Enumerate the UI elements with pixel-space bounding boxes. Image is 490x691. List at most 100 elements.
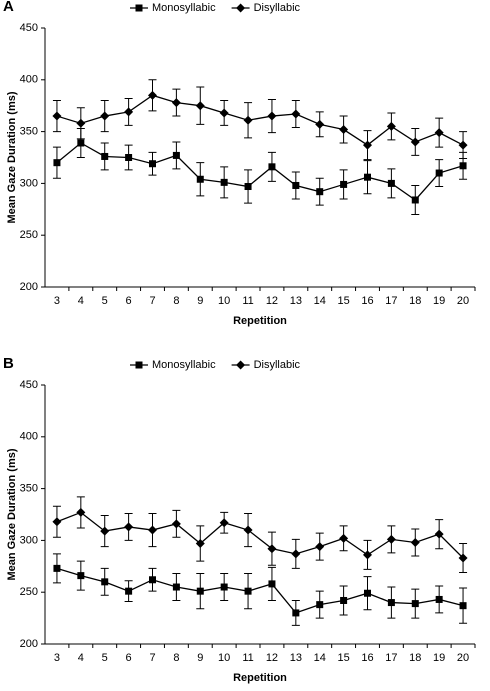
- x-tick-label: 13: [290, 652, 302, 664]
- marker: [411, 196, 419, 204]
- marker: [292, 609, 300, 617]
- panel-label: B: [3, 355, 14, 372]
- x-tick-label: 17: [385, 652, 397, 664]
- y-tick-label: 300: [20, 534, 38, 546]
- marker: [410, 537, 420, 547]
- marker: [315, 119, 325, 129]
- x-tick-label: 18: [409, 295, 421, 307]
- y-tick-label: 200: [20, 638, 38, 650]
- marker: [291, 109, 301, 119]
- x-tick-label: 11: [242, 652, 253, 664]
- chart: A 200 250 300 350 400 450 3 4 5 6 7 8 9 10 11 12 13 14 15 16…: [3, 0, 476, 327]
- marker: [316, 188, 324, 196]
- marker: [291, 549, 301, 559]
- y-tick-label: 250: [20, 229, 38, 241]
- marker: [52, 111, 62, 121]
- y-tick-label: 350: [20, 483, 38, 495]
- x-tick-label: 15: [337, 295, 349, 307]
- y-tick-label: 350: [20, 126, 38, 138]
- marker: [411, 600, 419, 608]
- marker: [77, 572, 85, 580]
- x-tick-label: 7: [149, 652, 155, 664]
- marker: [172, 583, 180, 591]
- y-tick-label: 200: [20, 281, 38, 293]
- x-tick-label: 10: [218, 652, 230, 664]
- series-line: [56, 567, 464, 614]
- marker: [458, 140, 468, 150]
- marker: [435, 595, 443, 603]
- x-tick-label: 19: [433, 652, 445, 664]
- marker: [458, 553, 468, 563]
- marker: [124, 107, 134, 117]
- marker: [363, 550, 372, 560]
- marker: [387, 599, 395, 607]
- x-tick-label: 11: [242, 295, 253, 307]
- x-tick-label: 5: [102, 652, 108, 664]
- legend-label: Monosyllabic: [152, 359, 216, 371]
- marker: [196, 175, 204, 183]
- legend-label: Disyllabic: [254, 2, 301, 14]
- marker: [77, 139, 85, 147]
- marker: [195, 101, 205, 111]
- x-tick-label: 20: [457, 652, 469, 664]
- y-tick-label: 400: [20, 74, 38, 86]
- marker: [53, 564, 61, 572]
- x-tick-label: 5: [102, 295, 108, 307]
- panel-label: A: [3, 0, 14, 15]
- marker: [315, 542, 325, 552]
- marker: [364, 589, 371, 597]
- marker: [196, 587, 204, 595]
- marker: [386, 534, 396, 544]
- series-line: [56, 142, 464, 201]
- y-tick-label: 250: [20, 586, 38, 598]
- marker: [195, 539, 205, 549]
- legend-marker: [135, 4, 143, 12]
- x-tick-label: 3: [54, 295, 60, 307]
- marker: [316, 601, 324, 609]
- marker: [243, 115, 253, 125]
- x-tick-label: 3: [54, 652, 60, 664]
- marker: [268, 163, 276, 171]
- x-tick-label: 6: [126, 295, 132, 307]
- x-tick-label: 14: [314, 652, 326, 664]
- marker: [220, 178, 228, 186]
- marker: [149, 576, 156, 584]
- series-line: [56, 511, 464, 559]
- marker: [268, 580, 276, 588]
- x-tick-label: 14: [314, 295, 326, 307]
- x-tick-label: 16: [361, 295, 373, 307]
- x-tick-label: 20: [457, 295, 469, 307]
- marker: [434, 529, 444, 539]
- legend-marker: [135, 361, 143, 369]
- marker: [386, 121, 396, 131]
- marker: [100, 111, 110, 121]
- marker: [100, 526, 110, 536]
- marker: [363, 140, 372, 150]
- x-axis-title: Repetition: [233, 315, 287, 327]
- y-tick-label: 450: [20, 22, 38, 34]
- marker: [171, 519, 181, 529]
- marker: [148, 525, 157, 535]
- marker: [219, 518, 229, 528]
- marker: [220, 583, 228, 591]
- x-tick-label: 9: [197, 652, 203, 664]
- marker: [410, 137, 420, 147]
- marker: [101, 578, 109, 586]
- x-tick-label: 13: [290, 295, 302, 307]
- series-line: [56, 94, 464, 146]
- x-tick-label: 19: [433, 295, 445, 307]
- x-tick-label: 4: [78, 295, 84, 307]
- marker: [101, 152, 109, 160]
- y-tick-label: 450: [20, 379, 38, 391]
- chart: B 200 250 300 350 400 450 3 4 5 6 7 8 9 10 11 12 13 14 15 16…: [3, 355, 476, 684]
- x-tick-label: 7: [149, 295, 155, 307]
- marker: [52, 517, 62, 527]
- legend-label: Monosyllabic: [152, 2, 216, 14]
- marker: [364, 173, 371, 181]
- x-tick-label: 12: [266, 652, 278, 664]
- marker: [125, 154, 133, 161]
- marker: [435, 169, 443, 177]
- marker: [171, 98, 181, 108]
- marker: [292, 181, 300, 189]
